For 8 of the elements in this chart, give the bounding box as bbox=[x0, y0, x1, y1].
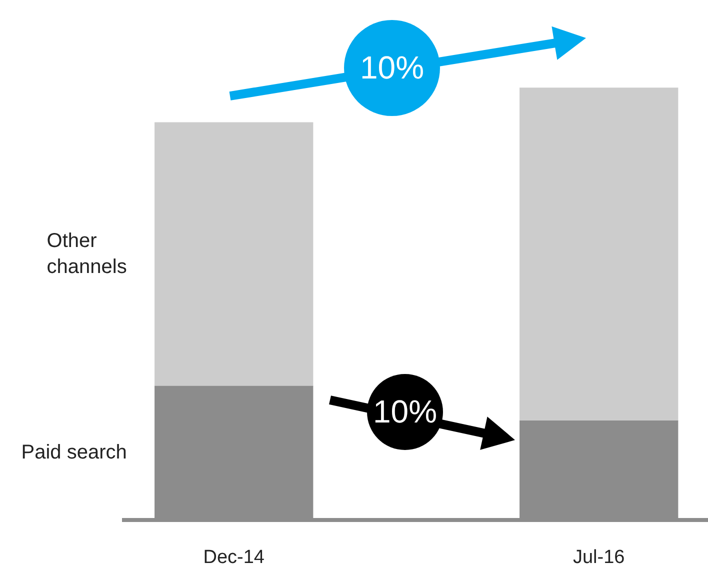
x-tick-label: Dec-14 bbox=[203, 546, 265, 568]
bar bbox=[520, 88, 678, 422]
text: 10% bbox=[360, 50, 424, 86]
series-label: Other channels bbox=[46, 230, 127, 278]
series-label: Paid search bbox=[21, 442, 127, 464]
bar bbox=[154, 122, 314, 387]
annotation: 10% bbox=[372, 394, 438, 430]
x-tick-label: Jul-16 bbox=[572, 546, 625, 568]
